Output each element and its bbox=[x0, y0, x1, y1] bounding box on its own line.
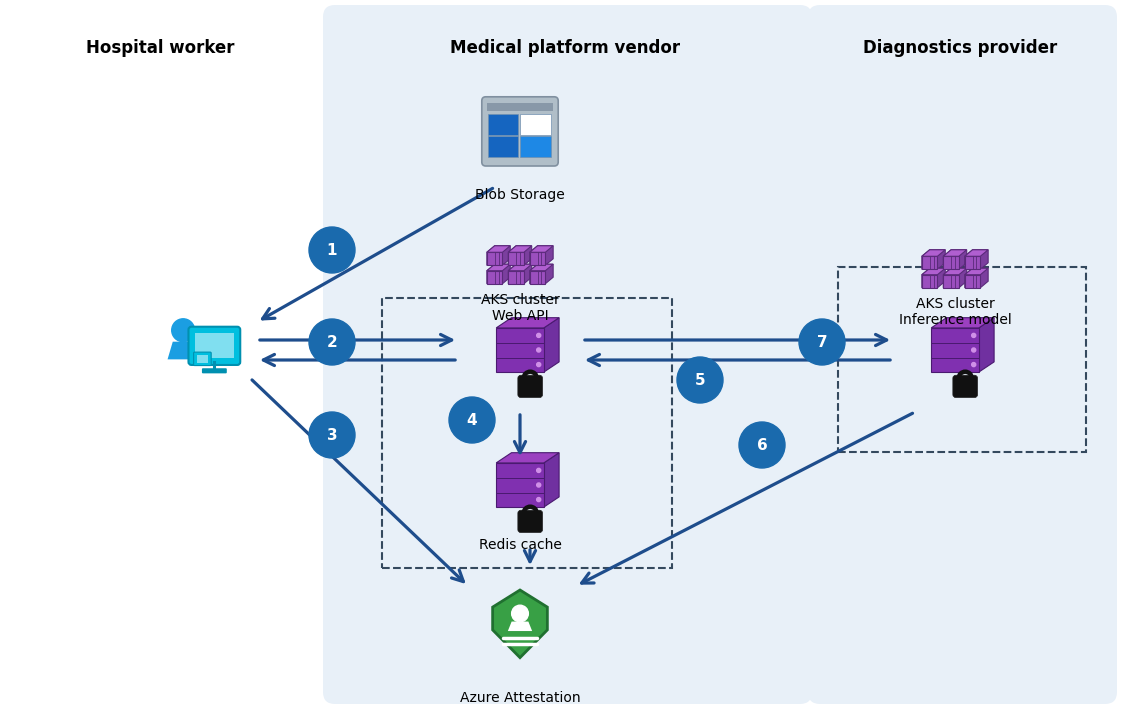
FancyBboxPatch shape bbox=[487, 103, 553, 111]
Circle shape bbox=[678, 357, 723, 403]
Polygon shape bbox=[922, 250, 945, 256]
FancyBboxPatch shape bbox=[195, 333, 233, 358]
Text: Inference model: Inference model bbox=[898, 313, 1012, 327]
Polygon shape bbox=[965, 250, 988, 269]
Text: 5: 5 bbox=[695, 372, 706, 387]
Polygon shape bbox=[922, 269, 945, 275]
Polygon shape bbox=[965, 256, 980, 269]
Polygon shape bbox=[544, 453, 559, 507]
Circle shape bbox=[537, 483, 540, 487]
Circle shape bbox=[172, 319, 195, 342]
Circle shape bbox=[512, 606, 528, 622]
Circle shape bbox=[739, 422, 785, 468]
FancyBboxPatch shape bbox=[194, 352, 211, 366]
Circle shape bbox=[972, 363, 976, 366]
FancyBboxPatch shape bbox=[496, 328, 544, 372]
Polygon shape bbox=[965, 275, 980, 288]
Text: 7: 7 bbox=[817, 335, 827, 349]
Polygon shape bbox=[965, 250, 988, 256]
Text: AKS cluster: AKS cluster bbox=[915, 297, 995, 311]
Circle shape bbox=[972, 348, 976, 352]
Polygon shape bbox=[509, 264, 531, 284]
Polygon shape bbox=[487, 246, 510, 252]
FancyBboxPatch shape bbox=[953, 375, 978, 397]
FancyBboxPatch shape bbox=[188, 327, 240, 365]
Polygon shape bbox=[922, 275, 937, 288]
Polygon shape bbox=[944, 269, 966, 288]
Polygon shape bbox=[530, 252, 545, 265]
Text: 2: 2 bbox=[326, 335, 338, 349]
Polygon shape bbox=[496, 318, 559, 328]
Polygon shape bbox=[944, 250, 966, 269]
Circle shape bbox=[537, 363, 540, 366]
Polygon shape bbox=[168, 342, 198, 359]
Polygon shape bbox=[530, 246, 553, 265]
Polygon shape bbox=[922, 250, 945, 269]
Circle shape bbox=[309, 412, 355, 458]
FancyBboxPatch shape bbox=[931, 328, 979, 372]
FancyBboxPatch shape bbox=[488, 114, 518, 135]
FancyBboxPatch shape bbox=[482, 96, 559, 166]
Circle shape bbox=[537, 333, 540, 338]
Circle shape bbox=[972, 333, 976, 338]
Text: 6: 6 bbox=[757, 438, 767, 452]
Circle shape bbox=[309, 227, 355, 273]
Polygon shape bbox=[487, 271, 502, 284]
Polygon shape bbox=[493, 590, 547, 657]
Polygon shape bbox=[944, 250, 966, 256]
Polygon shape bbox=[509, 271, 523, 284]
Polygon shape bbox=[530, 264, 553, 271]
Text: 1: 1 bbox=[326, 243, 338, 258]
Polygon shape bbox=[965, 269, 988, 288]
Circle shape bbox=[537, 348, 540, 352]
Polygon shape bbox=[487, 264, 510, 271]
Circle shape bbox=[449, 397, 495, 443]
Polygon shape bbox=[544, 318, 559, 372]
Polygon shape bbox=[944, 269, 966, 275]
Polygon shape bbox=[509, 264, 531, 271]
Polygon shape bbox=[944, 275, 959, 288]
Circle shape bbox=[799, 319, 845, 365]
Polygon shape bbox=[508, 621, 533, 631]
Text: Medical platform vendor: Medical platform vendor bbox=[450, 39, 680, 57]
Polygon shape bbox=[965, 269, 988, 275]
Text: Azure Attestation: Azure Attestation bbox=[460, 691, 580, 705]
Polygon shape bbox=[944, 256, 959, 269]
Text: 4: 4 bbox=[467, 413, 477, 428]
Polygon shape bbox=[979, 318, 994, 372]
FancyBboxPatch shape bbox=[323, 5, 812, 704]
FancyBboxPatch shape bbox=[202, 368, 227, 374]
Polygon shape bbox=[530, 271, 545, 284]
Circle shape bbox=[537, 469, 540, 472]
Polygon shape bbox=[922, 256, 937, 269]
Text: Blob Storage: Blob Storage bbox=[475, 188, 565, 202]
Circle shape bbox=[309, 319, 355, 365]
Polygon shape bbox=[509, 246, 531, 252]
Polygon shape bbox=[509, 246, 531, 265]
FancyBboxPatch shape bbox=[197, 355, 208, 363]
Polygon shape bbox=[530, 264, 553, 284]
Polygon shape bbox=[487, 246, 510, 265]
FancyBboxPatch shape bbox=[520, 114, 551, 135]
FancyBboxPatch shape bbox=[808, 5, 1117, 704]
Polygon shape bbox=[487, 264, 510, 284]
Text: Diagnostics provider: Diagnostics provider bbox=[863, 39, 1057, 57]
Polygon shape bbox=[509, 252, 523, 265]
Polygon shape bbox=[922, 269, 945, 288]
Text: 3: 3 bbox=[326, 428, 338, 443]
Polygon shape bbox=[530, 246, 553, 252]
Text: Hospital worker: Hospital worker bbox=[86, 39, 235, 57]
FancyBboxPatch shape bbox=[518, 510, 543, 533]
Text: AKS cluster: AKS cluster bbox=[480, 293, 560, 307]
Polygon shape bbox=[487, 252, 502, 265]
FancyBboxPatch shape bbox=[520, 137, 551, 157]
FancyBboxPatch shape bbox=[488, 137, 518, 157]
FancyBboxPatch shape bbox=[496, 463, 544, 507]
Text: Web API: Web API bbox=[492, 309, 548, 323]
FancyBboxPatch shape bbox=[518, 375, 543, 397]
Polygon shape bbox=[931, 318, 994, 328]
Circle shape bbox=[537, 498, 540, 502]
Polygon shape bbox=[496, 453, 559, 463]
Text: Redis cache: Redis cache bbox=[478, 538, 562, 552]
